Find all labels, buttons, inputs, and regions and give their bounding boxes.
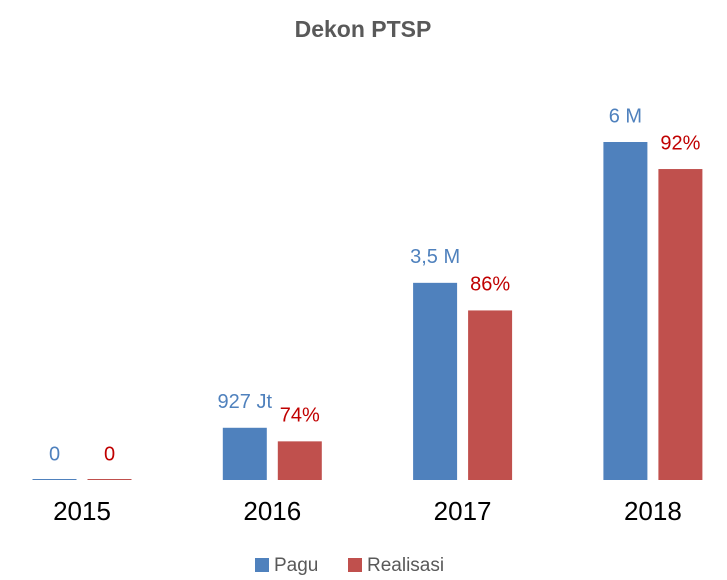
x-tick-label: 2016	[243, 496, 301, 526]
bar	[277, 441, 322, 480]
data-label: 6 M	[609, 105, 642, 127]
data-label: 74%	[280, 405, 320, 427]
bar	[468, 310, 513, 480]
legend-swatch	[255, 558, 269, 572]
data-label: 927 Jt	[218, 391, 273, 413]
legend-swatch	[348, 558, 362, 572]
data-label: 0	[104, 443, 115, 465]
data-label: 86%	[470, 274, 510, 296]
x-tick-label: 2018	[624, 496, 682, 526]
bar	[87, 479, 132, 480]
bar	[222, 427, 267, 480]
chart-title: Dekon PTSP	[295, 16, 432, 42]
data-label: 92%	[660, 132, 700, 154]
legend-label: Realisasi	[367, 555, 444, 576]
bar	[413, 282, 458, 480]
x-tick-label: 2017	[434, 496, 492, 526]
bar	[603, 142, 648, 480]
legend-label: Pagu	[274, 555, 318, 576]
bar	[32, 479, 77, 480]
data-label: 0	[49, 443, 60, 465]
bar	[658, 169, 703, 481]
data-label: 3,5 M	[410, 246, 460, 268]
x-tick-label: 2015	[53, 496, 111, 526]
